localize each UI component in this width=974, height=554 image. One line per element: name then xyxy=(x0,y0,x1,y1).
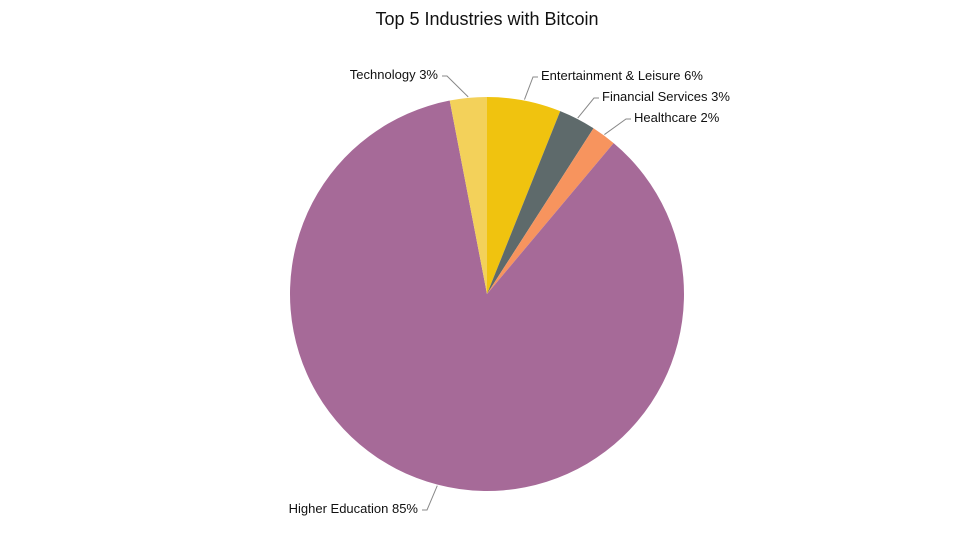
pie-slice xyxy=(487,128,614,294)
category-label: Healthcare xyxy=(634,110,697,125)
value-label: 3% xyxy=(419,67,438,82)
leader-line xyxy=(442,75,469,98)
pie-slice xyxy=(487,111,594,295)
value-label: 2% xyxy=(701,110,720,125)
slice-label: Financial Services 3% xyxy=(602,89,730,104)
category-label: Higher Education xyxy=(289,501,389,516)
leader-line xyxy=(524,76,538,100)
slice-label: Higher Education 85% xyxy=(289,501,419,516)
category-label: Financial Services xyxy=(602,89,708,104)
pie-slice xyxy=(289,100,684,492)
pie-slice xyxy=(487,97,561,294)
slice-label: Technology 3% xyxy=(350,67,439,82)
leader-line xyxy=(422,485,438,511)
chart-title: Top 5 Industries with Bitcoin xyxy=(375,9,598,29)
value-label: 3% xyxy=(711,89,730,104)
leader-line xyxy=(577,97,599,119)
value-label: 85% xyxy=(392,501,418,516)
slice-label: Healthcare 2% xyxy=(634,110,720,125)
pie-slice xyxy=(449,97,487,294)
leader-line xyxy=(604,118,631,135)
category-label: Entertainment & Leisure xyxy=(541,68,680,83)
slice-label: Entertainment & Leisure 6% xyxy=(541,68,703,83)
category-label: Technology xyxy=(350,67,416,82)
value-label: 6% xyxy=(684,68,703,83)
